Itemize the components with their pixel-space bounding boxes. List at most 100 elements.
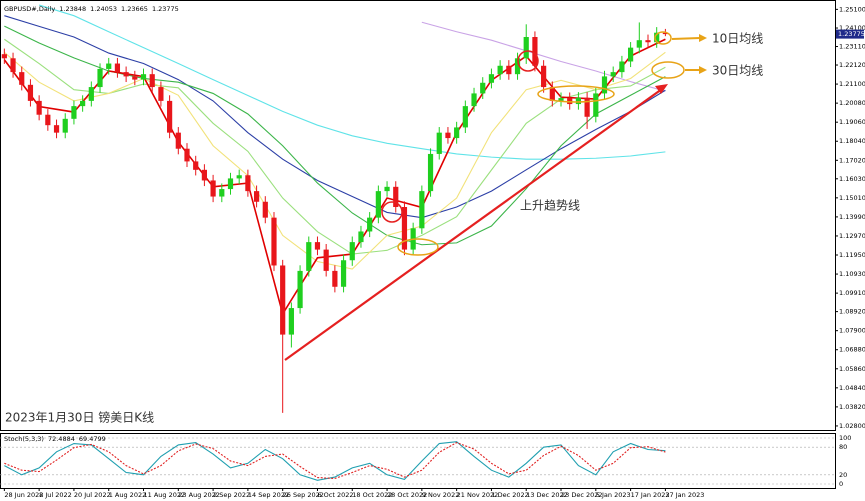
candle-body bbox=[654, 32, 660, 43]
y-tick-label: 0 bbox=[839, 480, 843, 488]
y-tick-label: 1.18040 bbox=[839, 137, 865, 145]
candle-body bbox=[19, 72, 25, 85]
line bbox=[4, 441, 666, 481]
candle-body bbox=[662, 32, 668, 35]
x-tick-label: 21 Nov 2022 bbox=[457, 491, 499, 499]
candle-body bbox=[80, 100, 86, 107]
candle-body bbox=[132, 76, 138, 80]
arrow-head bbox=[699, 34, 707, 42]
candle-body bbox=[532, 37, 538, 66]
annotation: 30日均线 bbox=[712, 64, 763, 78]
candle-body bbox=[523, 37, 529, 59]
line bbox=[3, 51, 666, 270]
candle-body bbox=[340, 260, 347, 287]
candle-body bbox=[349, 242, 355, 261]
y-tick-label: 1.07900 bbox=[839, 327, 865, 335]
y-tick-label: 1.06880 bbox=[839, 346, 865, 354]
stoch-panel bbox=[0, 433, 836, 489]
candle-body bbox=[97, 68, 103, 88]
x-tick-label: 26 Sep 2022 bbox=[283, 491, 324, 499]
y-tick-label: 1.25100 bbox=[839, 5, 865, 13]
y-tick-label: 100 bbox=[839, 434, 851, 442]
candle-body bbox=[262, 201, 268, 218]
candle-body bbox=[375, 191, 381, 218]
x-tick-label: 17 Jan 2023 bbox=[631, 491, 670, 499]
main-panel bbox=[0, 0, 836, 431]
candle-body bbox=[584, 97, 590, 117]
candle-body bbox=[210, 180, 216, 197]
header-value: 1.23848 bbox=[59, 5, 86, 13]
y-tick-label: 1.04840 bbox=[839, 384, 865, 392]
candle-body bbox=[114, 63, 121, 73]
candle-body bbox=[514, 58, 521, 75]
annotation: 上升趋势线 bbox=[520, 199, 580, 213]
candle-body bbox=[471, 93, 477, 107]
candle-body bbox=[549, 87, 555, 101]
trend-line bbox=[284, 88, 663, 361]
overlays bbox=[284, 31, 707, 361]
y-tick-label: 1.02800 bbox=[839, 422, 865, 430]
x-tick-label: 13 Dec 2022 bbox=[526, 491, 568, 499]
y-tick-label: 1.11950 bbox=[839, 251, 865, 259]
y-tick-label: 1.09910 bbox=[839, 289, 865, 297]
candle-body bbox=[288, 308, 294, 335]
y-tick-label: 1.05860 bbox=[839, 365, 865, 373]
marker-ellipse bbox=[397, 238, 439, 256]
marker-ellipse bbox=[654, 31, 672, 45]
candle-body bbox=[167, 100, 173, 133]
x-tick-label: 9 Nov 2022 bbox=[422, 491, 460, 499]
candle-body bbox=[575, 97, 582, 105]
marker-ellipse bbox=[651, 61, 685, 79]
candle-body bbox=[401, 207, 408, 250]
candle-body bbox=[175, 132, 181, 149]
y-tick-label: 1.10930 bbox=[839, 270, 865, 278]
candle-body bbox=[27, 84, 34, 101]
line bbox=[4, 38, 666, 255]
candle-body bbox=[36, 100, 42, 115]
candle-body bbox=[488, 74, 495, 83]
candle-body bbox=[297, 270, 303, 309]
y-tick-label: 1.13990 bbox=[839, 213, 865, 221]
x-tick-label: 27 Jan 2023 bbox=[665, 491, 704, 499]
candle-body bbox=[593, 93, 599, 117]
header-value: 1.23665 bbox=[121, 5, 148, 13]
trend-arrow-head bbox=[655, 84, 668, 94]
candle-body bbox=[436, 132, 442, 154]
x-tick-label: 1 Aug 2022 bbox=[109, 491, 147, 499]
candle-body bbox=[480, 82, 486, 94]
arrow-head bbox=[699, 66, 707, 74]
x-tick-label: 28 Jun 2022 bbox=[4, 491, 43, 499]
candle-body bbox=[62, 118, 68, 133]
line bbox=[3, 38, 666, 316]
candle-body bbox=[71, 106, 77, 119]
marker-circle bbox=[517, 50, 539, 72]
candle-body bbox=[419, 191, 425, 229]
candle-body bbox=[645, 40, 651, 43]
header: Stoch(5,3,3) 72.4884 69.4799 bbox=[4, 435, 106, 443]
candle-body bbox=[393, 186, 399, 207]
y-tick-label: 1.16030 bbox=[839, 175, 865, 183]
y-tick-label: 1.03820 bbox=[839, 403, 865, 411]
candle-body bbox=[497, 65, 503, 75]
x-tick-label: 1 Dec 2022 bbox=[491, 491, 528, 499]
candle-body bbox=[227, 178, 234, 190]
header-value: 72.4884 bbox=[48, 435, 75, 443]
x-tick-label: 11 Aug 2022 bbox=[144, 491, 186, 499]
candle-body bbox=[506, 65, 512, 75]
candle-body bbox=[567, 98, 573, 105]
plot: 1.25100 1.24100 1.23110 1.22120 1.21100 1.200… bbox=[0, 4, 865, 499]
x-tick-label: 23 Aug 2022 bbox=[178, 491, 220, 499]
y-tick-label: 1.12970 bbox=[839, 232, 865, 240]
candle-body bbox=[323, 249, 329, 271]
y-tick-label: 1.19060 bbox=[839, 118, 865, 126]
candle-body bbox=[541, 65, 547, 88]
x-tick-label: 8 Jul 2022 bbox=[39, 491, 72, 499]
candle-body bbox=[236, 175, 242, 179]
y-tick-label: 1.23110 bbox=[839, 43, 865, 51]
y-tick-label: 1.17020 bbox=[839, 156, 865, 164]
candle-body bbox=[10, 58, 16, 73]
candle-body bbox=[253, 191, 260, 202]
candle-body bbox=[445, 132, 451, 139]
candle-body bbox=[140, 74, 147, 80]
y-tick-label: 1.20080 bbox=[839, 99, 865, 107]
